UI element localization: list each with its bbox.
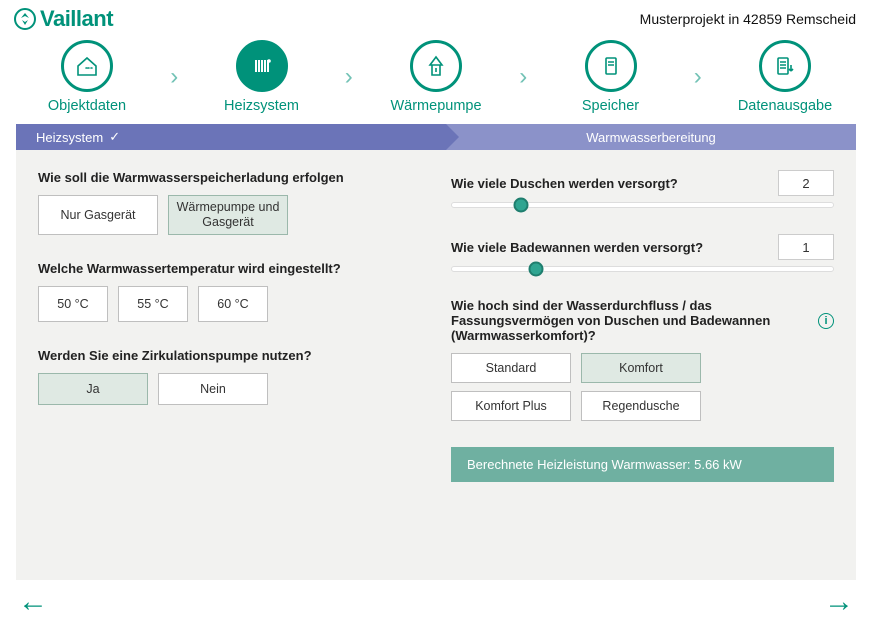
q-showers: Wie viele Duschen werden versorgt? [451, 176, 678, 191]
q-storage-loading: Wie soll die Warmwasserspeicherladung er… [38, 170, 421, 185]
showers-slider[interactable] [451, 202, 834, 208]
chevron-right-icon: › [345, 63, 353, 91]
q-temperature: Welche Warmwassertemperatur wird eingest… [38, 261, 421, 276]
opt-50c[interactable]: 50 °C [38, 286, 108, 322]
opt-komfort-plus[interactable]: Komfort Plus [451, 391, 571, 421]
opt-55c[interactable]: 55 °C [118, 286, 188, 322]
right-column: Wie viele Duschen werden versorgt? 2 Wie… [451, 170, 834, 564]
brand: Vaillant [14, 6, 113, 32]
footer-nav: ← → [0, 585, 872, 619]
chevron-right-icon: › [519, 63, 527, 91]
q-bathtubs: Wie viele Badewannen werden versorgt? [451, 240, 703, 255]
slider-thumb[interactable] [513, 198, 528, 213]
project-label: Musterprojekt in 42859 Remscheid [640, 11, 856, 27]
export-icon [759, 40, 811, 92]
header: Vaillant Musterprojekt in 42859 Remschei… [0, 0, 872, 32]
result-bar: Berechnete Heizleistung Warmwasser: 5.66… [451, 447, 834, 482]
house-icon [61, 40, 113, 92]
storage-icon [585, 40, 637, 92]
step-heizsystem[interactable]: Heizsystem [197, 40, 327, 114]
tab-heizsystem[interactable]: Heizsystem✓ [16, 124, 446, 150]
q-water-flow: Wie hoch sind der Wasserdurchfluss / das… [451, 298, 812, 343]
bathtubs-slider[interactable] [451, 266, 834, 272]
next-arrow[interactable]: → [824, 585, 854, 619]
form-panel: Wie soll die Warmwasserspeicherladung er… [16, 150, 856, 580]
opt-60c[interactable]: 60 °C [198, 286, 268, 322]
q-circulation-pump: Werden Sie eine Zirkulationspumpe nutzen… [38, 348, 421, 363]
opt-komfort[interactable]: Komfort [581, 353, 701, 383]
left-column: Wie soll die Warmwasserspeicherladung er… [38, 170, 421, 564]
step-speicher[interactable]: Speicher [546, 40, 676, 114]
opt-waermepumpe-gasgeraet[interactable]: Wärmepumpe und Gasgerät [168, 195, 288, 235]
prev-arrow[interactable]: ← [18, 585, 48, 619]
chevron-right-icon: › [694, 63, 702, 91]
stepper: Objektdaten › Heizsystem › Wärmepumpe › … [0, 32, 872, 120]
radiator-icon [236, 40, 288, 92]
showers-value[interactable]: 2 [778, 170, 834, 196]
tab-warmwasser[interactable]: Warmwasserbereitung [446, 124, 856, 150]
chevron-right-icon: › [170, 63, 178, 91]
heatpump-icon [410, 40, 462, 92]
check-icon: ✓ [109, 129, 120, 145]
slider-thumb[interactable] [528, 262, 543, 277]
brand-word: Vaillant [40, 6, 113, 32]
sub-tabs: Heizsystem✓ Warmwasserbereitung [16, 124, 856, 150]
opt-nur-gasgeraet[interactable]: Nur Gasgerät [38, 195, 158, 235]
brand-logo-icon [14, 8, 36, 30]
step-datenausgabe[interactable]: Datenausgabe [720, 40, 850, 114]
opt-regendusche[interactable]: Regendusche [581, 391, 701, 421]
bathtubs-value[interactable]: 1 [778, 234, 834, 260]
opt-ja[interactable]: Ja [38, 373, 148, 405]
info-icon[interactable]: i [818, 313, 834, 329]
opt-nein[interactable]: Nein [158, 373, 268, 405]
opt-standard[interactable]: Standard [451, 353, 571, 383]
step-objektdaten[interactable]: Objektdaten [22, 40, 152, 114]
step-waermepumpe[interactable]: Wärmepumpe [371, 40, 501, 114]
